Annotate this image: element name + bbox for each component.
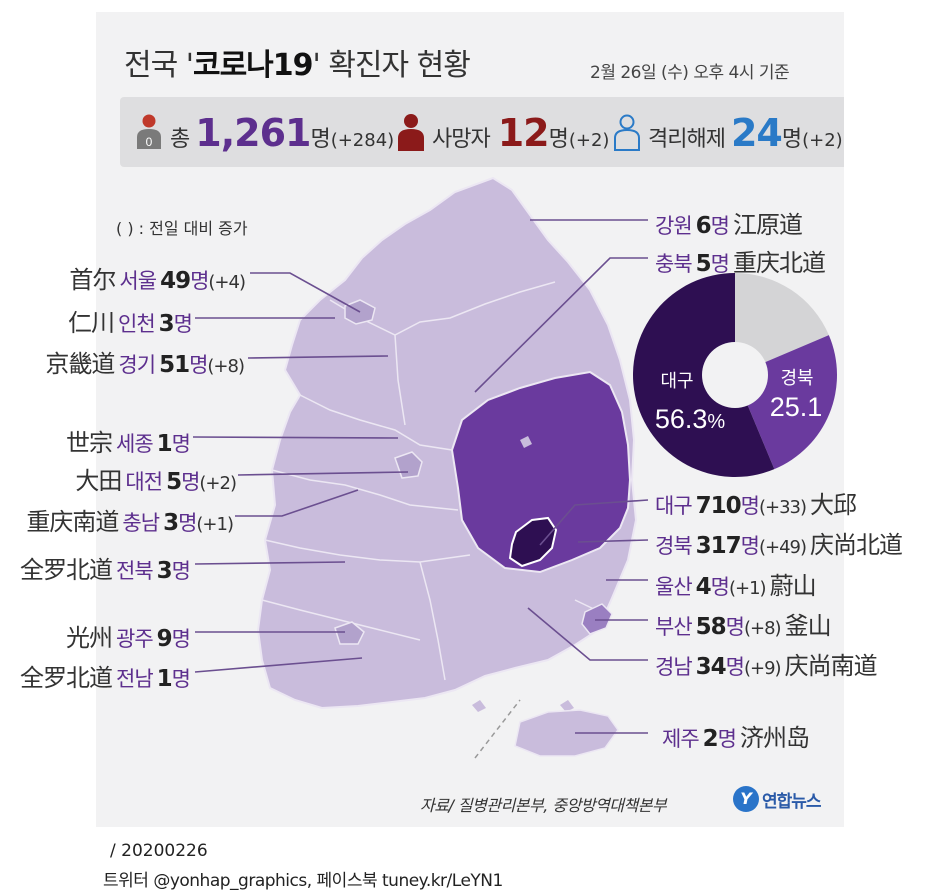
person-deaths-icon [398,114,424,151]
boundary-dashed-line [474,699,521,759]
island-shape [520,436,532,448]
region-label-incheon: 仁川 인천 3 명 [68,309,193,337]
svg-text:0: 0 [146,135,153,149]
page-title: 전국 '코로나19' 확진자 현황 [124,48,471,83]
credit-date: / 20200226 [110,841,208,861]
released-unit: 명 [781,127,803,152]
region-label-jeonbuk: 全罗北道 전북 3 명 [20,556,191,584]
data-source: 자료/ 질병관리본부, 중앙방역대책본부 [420,796,667,815]
total-value: 1,261 [195,111,311,155]
released: 격리해제 24 명 (+2) [612,111,843,155]
released-label: 격리해제 [648,127,726,152]
deaths-label: 사망자 [432,127,491,152]
person-total-icon: 0 [137,114,161,149]
gyeongbuk-shape [450,370,632,574]
region-label-jeonnam: 全罗北道 전남 1 명 [20,664,191,692]
island-shape [560,700,574,712]
donut-value-daegu: 56.3% [655,404,726,434]
region-label-gyeongbuk: 경북 317 명 (+49) 庆尚北道 [655,531,903,559]
yonhap-logo: Y 연합뉴스 [733,786,822,812]
released-value: 24 [730,111,783,155]
busan-shape [581,603,613,635]
reference-date: 2월 26일 (수) 오후 4시 기준 [590,63,790,83]
yonhap-logo-text: 연합뉴스 [762,791,822,812]
region-label-daejeon: 大田 대전 5 명 (+2) [75,467,237,495]
region-label-sejong: 世宗 세종 1 명 [66,429,191,457]
region-label-chungbuk: 충북 5 명 重庆北道 [655,249,826,277]
donut-value-gyeongbuk: 25.1 [770,392,823,422]
credit-social: 트위터 @yonhap_graphics, 페이스북 tuney.kr/LeYN… [103,871,503,891]
donut-label-gyeongbuk: 경북 [780,368,813,388]
summary-bar: 0 총 1,261 명 (+284) 사망자 12 명 (+2) 격리해제 24… [120,97,844,167]
total-change: (+284) [330,130,395,151]
total-label: 총 [170,127,190,152]
legend-note: ( ) : 전일 대비 증가 [116,219,248,238]
region-label-busan: 부산 58 명 (+8) 釜山 [655,612,832,640]
deaths: 사망자 12 명 (+2) [396,111,609,155]
deaths-unit: 명 [548,127,569,152]
region-label-gyeonggi: 京畿道 경기 51 명 (+8) [45,350,245,378]
jeju-shape [514,709,619,757]
leader-lines-left [192,272,409,673]
donut-slice-other [735,273,829,375]
island-shape [472,700,486,712]
donut-hole [702,342,768,408]
region-label-gangwon: 강원 6 명 江原道 [655,211,803,239]
deaths-change: (+2) [568,130,610,151]
yonhap-logo-icon: Y [733,786,759,812]
leader-lines-right [474,219,649,734]
region-label-ulsan: 울산 4 명 (+1) 蔚山 [655,572,817,600]
person-released-icon [614,114,640,151]
region-label-daegu: 대구 710 명 (+33) 大邱 [655,491,857,519]
total-unit: 명 [310,127,331,152]
daegu-shape [508,516,558,568]
donut-label-daegu: 대구 [660,371,693,391]
released-change: (+2) [802,130,843,151]
deaths-value: 12 [497,111,550,155]
total-cases: 0 총 1,261 명 (+284) [134,111,394,155]
region-label-seoul: 首尔 서울 49 명 (+4) [69,266,246,294]
region-label-chungnam: 重庆南道 충남 3 명 (+1) [26,508,234,536]
region-label-gwangju: 光州 광주 9 명 [66,624,191,652]
gwangju-shape [334,621,365,645]
region-label-jeju: 제주 2 명 济州岛 [662,724,810,752]
region-label-gyeongnam: 경남 34 명 (+9) 庆尚南道 [655,652,878,680]
